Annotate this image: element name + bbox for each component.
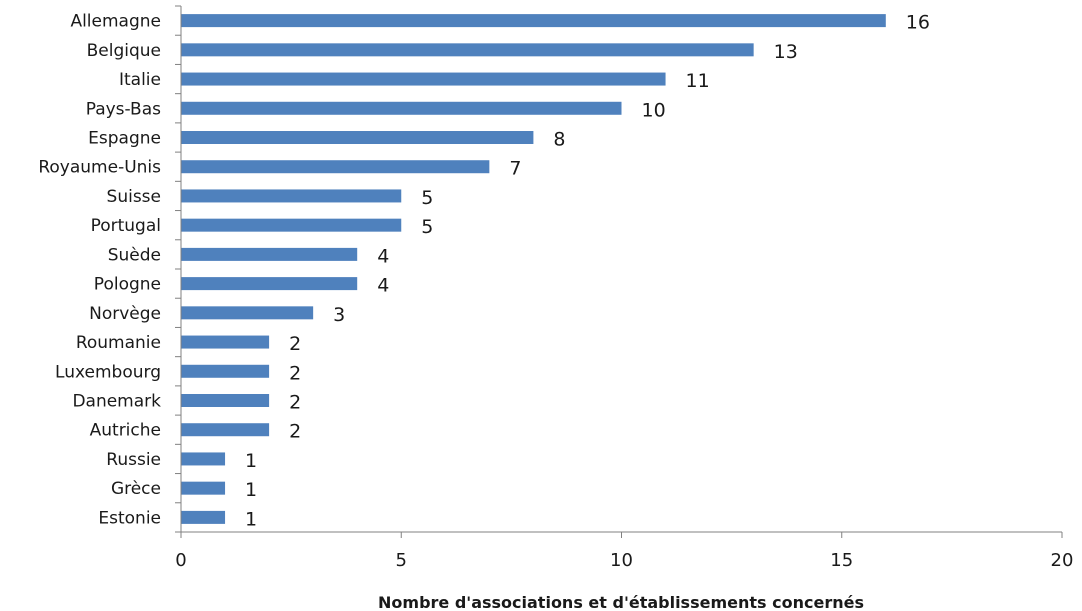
x-axis-title: Nombre d'associations et d'établissement… xyxy=(378,593,864,611)
bar xyxy=(181,247,358,261)
category-label: Suisse xyxy=(107,187,161,207)
category-label: Luxembourg xyxy=(55,362,161,382)
bar xyxy=(181,131,534,144)
x-tick-label: 20 xyxy=(1051,550,1074,571)
value-label: 13 xyxy=(774,41,798,63)
category-label: Italie xyxy=(119,70,161,90)
category-label: Portugal xyxy=(91,216,161,236)
category-label: Suède xyxy=(108,245,161,265)
value-label: 3 xyxy=(333,304,345,326)
value-label: 11 xyxy=(686,70,710,92)
bar xyxy=(181,72,666,86)
value-label: 5 xyxy=(421,216,433,238)
value-label: 8 xyxy=(553,129,565,151)
value-label: 1 xyxy=(245,479,257,501)
category-label: Belgique xyxy=(87,41,161,61)
bar xyxy=(181,43,754,57)
bar xyxy=(181,306,314,320)
category-labels: Allemagne Belgique Italie Pays-Bas Espagne Ro… xyxy=(38,12,161,529)
bar xyxy=(181,423,270,437)
bar xyxy=(181,481,226,495)
value-label: 2 xyxy=(289,421,301,443)
category-label: Pologne xyxy=(94,275,161,295)
bar xyxy=(181,335,270,349)
value-label: 2 xyxy=(289,362,301,384)
value-label: 1 xyxy=(245,450,257,472)
value-label: 4 xyxy=(377,275,389,297)
category-label: Estonie xyxy=(98,508,161,528)
bar xyxy=(181,510,226,524)
category-label: Autriche xyxy=(90,421,161,441)
value-label: 7 xyxy=(509,158,521,180)
bar xyxy=(181,364,270,378)
bar xyxy=(181,189,402,203)
value-label: 2 xyxy=(289,392,301,414)
axes-group xyxy=(175,5,1063,538)
bar xyxy=(181,14,886,28)
bar xyxy=(181,160,490,174)
category-label: Norvège xyxy=(89,304,161,324)
category-label: Pays-Bas xyxy=(86,99,161,119)
value-label: 1 xyxy=(245,508,257,530)
category-label: Danemark xyxy=(72,392,161,412)
x-tick-label: 15 xyxy=(830,550,853,571)
value-label: 5 xyxy=(421,187,433,209)
bar xyxy=(181,452,226,466)
value-label: 10 xyxy=(642,99,666,121)
value-label: 2 xyxy=(289,333,301,355)
bar xyxy=(181,218,402,232)
x-tick-labels: 0 5 10 15 20 xyxy=(175,550,1073,571)
category-label: Royaume-Unis xyxy=(38,158,161,178)
category-label: Allemagne xyxy=(70,12,161,32)
category-label: Russie xyxy=(106,450,161,470)
x-tick-label: 0 xyxy=(175,550,186,571)
bar xyxy=(181,101,622,115)
category-label: Espagne xyxy=(88,129,161,149)
value-label: 16 xyxy=(906,12,930,34)
value-label: 4 xyxy=(377,245,389,267)
bars-group xyxy=(181,14,886,524)
x-tick-label: 5 xyxy=(396,550,407,571)
category-label: Roumanie xyxy=(76,333,161,353)
category-label: Grèce xyxy=(111,479,161,499)
bar xyxy=(181,394,270,407)
x-tick-label: 10 xyxy=(610,550,633,571)
bar xyxy=(181,277,358,291)
